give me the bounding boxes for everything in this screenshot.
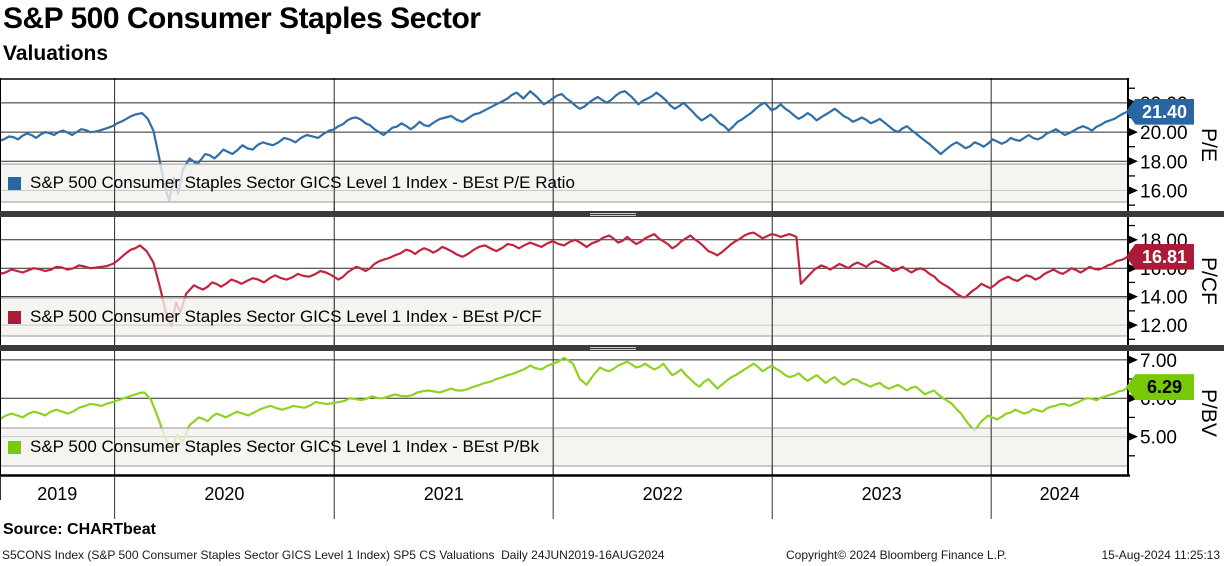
legend-swatch-icon bbox=[8, 310, 21, 324]
year-label-2019: 2019 bbox=[37, 484, 78, 504]
footer-timestamp: 15-Aug-2024 11:25:13 bbox=[1101, 548, 1220, 562]
footer-security-info: S5CONS Index (S&P 500 Consumer Staples S… bbox=[2, 548, 665, 562]
axis-tick-arrow bbox=[1129, 235, 1138, 244]
grip-line bbox=[590, 346, 636, 348]
last-value-tag-pe: 21.40 bbox=[1126, 98, 1194, 125]
legend-pcf[interactable]: S&P 500 Consumer Staples Sector GICS Lev… bbox=[8, 298, 542, 336]
axis-tick-label: 14.00 bbox=[1140, 288, 1188, 309]
grip-line bbox=[590, 348, 636, 350]
axis-tick-arrow bbox=[1129, 394, 1138, 403]
panel-resize-handle[interactable] bbox=[590, 345, 636, 351]
panel-separator-1 bbox=[0, 211, 1224, 217]
axis-tick-arrow bbox=[1129, 321, 1138, 330]
grip-line bbox=[590, 214, 636, 216]
panel-separator-2 bbox=[0, 345, 1224, 351]
legend-swatch-icon bbox=[8, 176, 21, 190]
legend-swatch-icon bbox=[8, 440, 21, 454]
axis-tick-label: 20.00 bbox=[1140, 123, 1188, 144]
x-axis bbox=[0, 474, 1130, 519]
legend-label: S&P 500 Consumer Staples Sector GICS Lev… bbox=[30, 437, 539, 456]
legend-pbv[interactable]: S&P 500 Consumer Staples Sector GICS Lev… bbox=[8, 428, 539, 466]
axis-tick-arrow bbox=[1129, 157, 1138, 166]
footer-copyright: Copyright© 2024 Bloomberg Finance L.P. bbox=[786, 548, 1007, 562]
axis-tick-arrow bbox=[1129, 128, 1138, 137]
axis-title-pe: P/E bbox=[1197, 127, 1220, 162]
legend-band bbox=[0, 427, 1129, 467]
year-label-2021: 2021 bbox=[423, 484, 464, 504]
year-label-2024: 2024 bbox=[1039, 484, 1080, 504]
year-label-2020: 2020 bbox=[204, 484, 245, 504]
axis-tick-label: 7.00 bbox=[1140, 351, 1177, 372]
last-value-tag-pbv: 6.29 bbox=[1126, 374, 1194, 401]
axis-tick-label: 12.00 bbox=[1140, 316, 1188, 337]
axis-tick-label: 16.00 bbox=[1140, 182, 1188, 203]
legend-label: S&P 500 Consumer Staples Sector GICS Lev… bbox=[30, 307, 542, 326]
axis-title-pbv: P/BV bbox=[1197, 389, 1220, 437]
page-title: S&P 500 Consumer Staples Sector bbox=[3, 2, 481, 35]
axis-tick-arrow bbox=[1129, 292, 1138, 301]
axis-title-pcf: P/CF bbox=[1197, 257, 1220, 305]
last-value-tag-pcf: 16.81 bbox=[1126, 243, 1194, 270]
legend-label: S&P 500 Consumer Staples Sector GICS Lev… bbox=[30, 173, 575, 192]
series-line-pcf bbox=[0, 231, 1130, 328]
axis-tick-label: 18.00 bbox=[1140, 152, 1188, 173]
year-label-2023: 2023 bbox=[861, 484, 902, 504]
legend-band bbox=[0, 163, 1129, 203]
axis-tick-arrow bbox=[1129, 432, 1138, 441]
axis-tick-label: 5.00 bbox=[1140, 428, 1177, 449]
plot-area-pbv[interactable]: 5.006.007.00 bbox=[0, 351, 1224, 475]
panel-resize-handle[interactable] bbox=[590, 211, 636, 217]
page-subtitle: Valuations bbox=[3, 42, 109, 65]
grip-line bbox=[590, 212, 636, 214]
legend-pe[interactable]: S&P 500 Consumer Staples Sector GICS Lev… bbox=[8, 164, 575, 202]
axis-tick-arrow bbox=[1129, 355, 1138, 364]
axis-tick-arrow bbox=[1129, 186, 1138, 195]
source-value: CHARTbeat bbox=[67, 521, 156, 538]
series-line-pbv bbox=[0, 356, 1130, 452]
axis-tick-arrow bbox=[1129, 264, 1138, 273]
source-label: Source: bbox=[3, 521, 63, 538]
year-label-2022: 2022 bbox=[642, 484, 683, 504]
source-line: Source: CHARTbeat bbox=[3, 521, 156, 539]
legend-band bbox=[0, 297, 1129, 337]
